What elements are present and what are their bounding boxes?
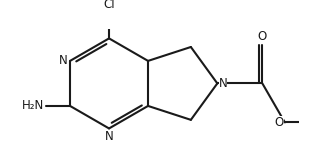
Text: H₂N: H₂N	[22, 99, 44, 112]
Text: N: N	[59, 54, 67, 67]
Text: O: O	[274, 116, 284, 129]
Text: Cl: Cl	[103, 0, 115, 11]
Text: N: N	[218, 77, 227, 90]
Text: O: O	[258, 30, 267, 43]
Text: N: N	[105, 130, 114, 143]
